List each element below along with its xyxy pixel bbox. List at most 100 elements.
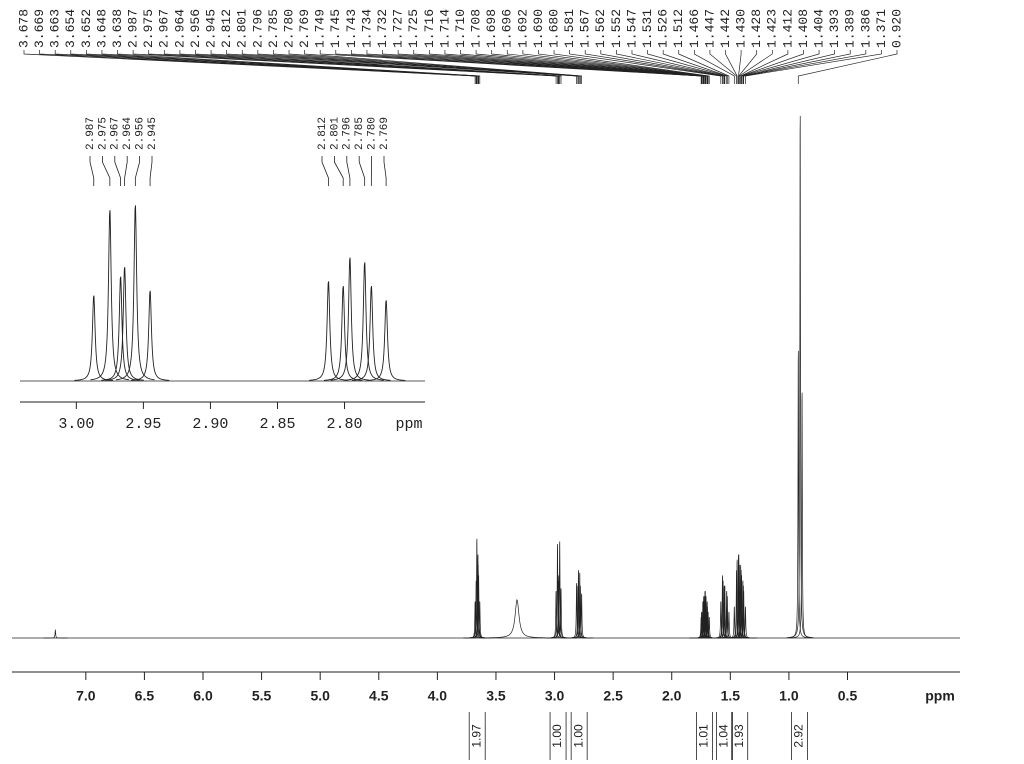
peak-label-line	[117, 50, 481, 84]
x-tick-label: 4.5	[369, 688, 389, 704]
peak-label-line	[257, 50, 579, 84]
inset-peak-label: 2.956	[135, 117, 147, 150]
peak-label: 2.975	[141, 9, 156, 48]
peak-label: 1.745	[328, 9, 343, 48]
peak-label: 1.552	[609, 9, 624, 48]
inset-peak	[352, 286, 391, 381]
peak-label: 1.680	[546, 9, 561, 48]
peak-label: 1.716	[422, 9, 437, 48]
peak-label: 1.734	[359, 9, 374, 48]
peak-label: 1.389	[843, 9, 858, 48]
peak-label: 1.526	[656, 9, 671, 48]
peak-label-line	[101, 50, 479, 84]
inset-peak-label-line	[124, 156, 128, 186]
peak-label-line	[273, 50, 581, 84]
peak-label: 1.743	[344, 9, 359, 48]
peak	[733, 606, 758, 639]
x-tick-label: 1.5	[721, 688, 741, 704]
inset-peak-label: 2.812	[317, 117, 329, 150]
peak-label: 3.652	[79, 9, 94, 48]
peak-label-line	[740, 50, 789, 84]
peak-label: 1.466	[687, 9, 702, 48]
peak	[569, 593, 594, 639]
peak-label: 3.648	[94, 9, 109, 48]
peak-label-line	[742, 50, 835, 84]
inset-peak-label: 2.801	[329, 117, 341, 150]
integral-label: 1.01	[697, 724, 711, 748]
peak-label-line	[444, 50, 706, 84]
peak-label: 1.692	[515, 9, 530, 48]
peak	[564, 583, 589, 639]
inset-peak-label-line	[346, 156, 351, 186]
inset-peak-label: 2.945	[147, 117, 159, 150]
peak-label: 1.567	[578, 9, 593, 48]
inset-peak-label-line	[358, 156, 366, 186]
peak-label: 3.669	[32, 9, 47, 48]
peak-label-line	[54, 50, 478, 84]
peak-label: 1.708	[469, 9, 484, 48]
peak-label-line	[584, 50, 723, 84]
peak-label: 2.967	[157, 9, 172, 48]
peak-label: 1.371	[874, 9, 889, 48]
x-tick-label: 1.0	[779, 688, 799, 704]
peak-label-line	[569, 50, 722, 84]
peak-label-line	[631, 50, 726, 84]
peak-label-line	[709, 50, 737, 84]
peak-label-line	[241, 50, 579, 84]
x-tick-label: 3.0	[545, 688, 565, 704]
peak-label: 1.531	[640, 9, 655, 48]
integral-label: 1.00	[571, 724, 585, 748]
inset-peak-label: 2.987	[85, 117, 97, 150]
peak-label: 1.447	[702, 9, 717, 48]
inset-x-tick-label: 3.00	[58, 416, 94, 433]
peak-label-line	[600, 50, 724, 84]
peak-label: 1.442	[718, 9, 733, 48]
peak-label-line	[742, 50, 851, 84]
peak-label-line	[741, 50, 820, 84]
peak-label: 1.408	[796, 9, 811, 48]
peak-label: 1.428	[749, 9, 764, 48]
inset-peak-label: 2.967	[110, 117, 122, 150]
peak-label: 3.654	[63, 9, 78, 48]
peak-label: 1.749	[313, 9, 328, 48]
inset-peak-label: 2.796	[342, 117, 354, 150]
peak-label: 2.956	[188, 9, 203, 48]
peak-label-line	[553, 50, 710, 84]
x-tick-label: 0.5	[838, 688, 858, 704]
peak-label-line	[413, 50, 705, 84]
inset-x-tick-label: 2.95	[125, 416, 161, 433]
peak-label-line	[743, 50, 867, 84]
peak-label-line	[163, 50, 559, 84]
x-tick-label: 6.0	[193, 688, 213, 704]
peak-label-line	[86, 50, 479, 84]
x-tick-label: 2.0	[662, 688, 682, 704]
peak-label: 1.430	[734, 9, 749, 48]
peak-label-line	[616, 50, 725, 84]
inset-peak-label: 2.769	[379, 117, 391, 150]
peak-label: 1.725	[406, 9, 421, 48]
peak-label: 3.678	[16, 9, 31, 48]
peak-label-line	[351, 50, 703, 84]
inset-peak	[101, 276, 140, 381]
peak-label-line	[693, 50, 735, 84]
peak-label: 1.698	[484, 9, 499, 48]
peak-label-line	[179, 50, 560, 84]
inset-peak-label-line	[134, 156, 141, 186]
inset-peak-label: 2.780	[367, 117, 379, 150]
inset-x-tick-label: 2.85	[259, 416, 295, 433]
peak-label: 2.812	[219, 9, 234, 48]
peak-label: 2.945	[204, 9, 219, 48]
integral-label: 1.04	[717, 724, 731, 748]
inset-peak-label-line	[383, 156, 387, 186]
inset-peak	[330, 257, 370, 381]
peak-label-line	[506, 50, 708, 84]
peak-label: 3.638	[110, 9, 125, 48]
peak-label-line	[797, 50, 898, 84]
inset-peak	[130, 290, 170, 381]
peak-label-line	[148, 50, 558, 84]
integral-label: 1.93	[732, 724, 746, 748]
peak-label: 2.769	[297, 9, 312, 48]
peak-label: 2.785	[266, 9, 281, 48]
inset-x-tick-label: 2.80	[327, 416, 363, 433]
